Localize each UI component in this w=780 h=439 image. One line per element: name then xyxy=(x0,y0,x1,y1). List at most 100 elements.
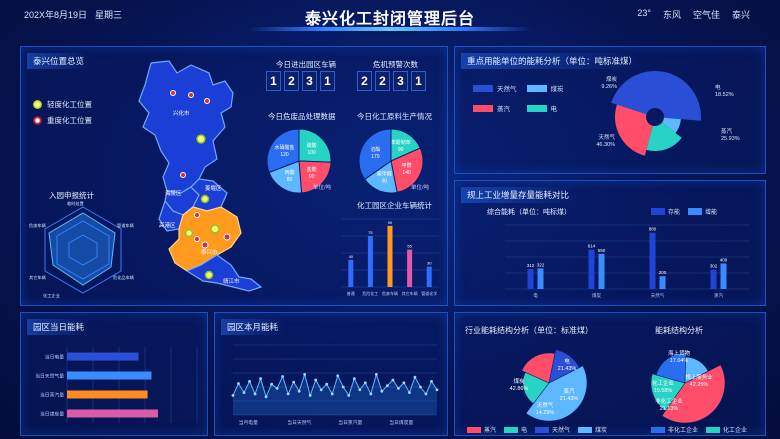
waste-slice-name-1: 盐酸 xyxy=(307,166,317,173)
industry-legend-incr[interactable]: 增能 xyxy=(688,207,717,216)
air-quality: 空气佳 xyxy=(692,10,720,20)
monthly-point-16 xyxy=(319,388,323,392)
material-pie-title: 今日化工原料生产情况 xyxy=(357,112,432,121)
monthly-point-23 xyxy=(358,388,362,392)
structL-label-pct-0: 42.86% xyxy=(510,386,529,392)
structure-right-title: 能耗结构分析 xyxy=(655,326,703,335)
energy-legend-power[interactable]: 电 xyxy=(526,103,564,113)
struct-legend-gas-label: 天然气 xyxy=(552,428,571,434)
map-legend: 轻度化工位置 重度化工位置 xyxy=(33,99,92,126)
structure-right-legend: 非化工企业 化工企业 xyxy=(651,425,747,434)
industry-bar-2-1 xyxy=(659,276,666,289)
vehicles-digit-2: 3 xyxy=(302,71,317,91)
structR-slice-3 xyxy=(684,356,709,384)
industry-bar-1-1 xyxy=(598,253,605,289)
struct-legend-nonchem[interactable]: 非化工企业 xyxy=(651,425,698,434)
structL-label-pct-2: 21.43% xyxy=(560,396,579,402)
monthly-point-10 xyxy=(286,392,290,396)
radar-title: 入园申报统计 xyxy=(49,191,94,200)
structR-label-pct-0: 17.04% xyxy=(670,358,689,364)
monthly-area xyxy=(233,374,437,415)
daily-cat-3: 当日煤炭量 xyxy=(40,411,64,418)
vehicle-cat-3: 其它车辆 xyxy=(402,290,418,296)
place-taixing: 泰兴市 xyxy=(201,248,218,256)
structure-left-legend: 蒸汽 电 天然气 煤炭 xyxy=(467,425,607,434)
industry-value-3-1: 400 xyxy=(720,257,728,262)
warnings-digit-1: 2 xyxy=(375,71,390,91)
monthly-point-8 xyxy=(275,387,279,390)
waste-slice-1 xyxy=(298,160,332,194)
structL-label-name-3: 天然气 xyxy=(537,401,554,409)
struct-legend-power[interactable]: 电 xyxy=(504,425,527,434)
struct-legend-power-label: 电 xyxy=(521,428,528,434)
energy-legend: 天然气 煤炭 蒸汽 电 xyxy=(473,83,564,113)
structL-slice-3 xyxy=(548,349,580,384)
energy-label-pct-0: 9.26% xyxy=(601,84,617,90)
structR-label-name-3: 非化工企业 xyxy=(655,397,683,405)
struct-legend-coal[interactable]: 煤炭 xyxy=(578,425,607,434)
monthly-point-2 xyxy=(242,391,246,394)
legend-light[interactable]: 轻度化工位置 xyxy=(33,99,92,110)
waste-slice-3 xyxy=(266,128,300,173)
vehicle-value-2: 90 xyxy=(388,220,393,225)
structR-slice-0 xyxy=(661,364,726,423)
region-jingjiang[interactable] xyxy=(185,254,263,292)
energy-label-pct-1: 18.52% xyxy=(715,92,734,98)
material-slice-value-3: 170 xyxy=(371,154,380,160)
structL-label-pct-1: 21.43% xyxy=(558,366,577,372)
radar-axis-3: 化工企业 xyxy=(43,292,60,299)
energy-label-name-1: 电 xyxy=(715,83,721,91)
region-xinghua[interactable] xyxy=(138,60,234,194)
energy-legend-steam-label: 蒸汽 xyxy=(497,106,510,113)
structL-label-pct-3: 14.29% xyxy=(536,410,555,416)
energy-label-pct-2: 25.93% xyxy=(721,136,740,142)
structL-slice-0 xyxy=(525,365,588,422)
monthly-point-4 xyxy=(253,392,257,396)
monthly-point-20 xyxy=(341,385,345,389)
place-jiangyan: 姜堰区 xyxy=(205,184,222,192)
industry-bar-1-0 xyxy=(588,249,595,289)
struct-legend-chem[interactable]: 化工企业 xyxy=(706,425,747,434)
waste-pie-title: 今日危废品处理数据 xyxy=(268,112,336,121)
energy-label-pct-3: 46.30% xyxy=(596,142,615,148)
industry-panel-title: 规上工业增量存量能耗对比 xyxy=(461,187,576,203)
energy-analysis-panel: 重点用能单位的能耗分析（单位：吨标准煤） 天然气 煤炭 蒸汽 电 煤炭 9.26%… xyxy=(454,46,766,174)
vehicle-bar-0 xyxy=(348,259,354,287)
legend-heavy[interactable]: 重度化工位置 xyxy=(33,115,92,126)
monthly-point-33 xyxy=(413,375,417,379)
vehicle-stats-chart: 40 普通 75 危险化工 90 危废车辆 55 其它车辆 30 管道化学 xyxy=(341,218,439,296)
struct-legend-chem-label: 化工企业 xyxy=(723,428,748,434)
temperature: 23° xyxy=(637,8,651,18)
vehicle-cat-4: 管道化学 xyxy=(421,290,437,296)
energy-legend-coal[interactable]: 煤炭 xyxy=(526,83,564,93)
industry-subtitle: 综合能耗（单位：吨标煤） xyxy=(487,209,571,216)
monthly-axis-1: 当日天然气 xyxy=(287,419,311,426)
park-monthly-panel: 园区本月能耗 当月电量 当日天然气 当日蒸汽量 当日煤炭量 xyxy=(214,312,448,436)
radar-axis-0: 临时处置 xyxy=(67,200,84,207)
vehicle-cat-2: 危废车辆 xyxy=(382,290,398,296)
monthly-point-3 xyxy=(248,380,251,383)
structure-panel: 行业能耗结构分析（单位：标准煤） 能耗结构分析 煤炭 42.86% 电 21.43% 蒸… xyxy=(454,312,766,436)
daily-cat-1: 当日天然气量 xyxy=(35,373,64,380)
struct-legend-gas[interactable]: 天然气 xyxy=(535,425,570,434)
light-markers xyxy=(184,134,220,280)
struct-legend-steam[interactable]: 蒸汽 xyxy=(467,425,496,434)
energy-slice-2 xyxy=(646,122,682,151)
heavy-markers xyxy=(170,90,231,249)
industry-bar-3-1 xyxy=(720,263,727,289)
industry-legend-stock[interactable]: 存能 xyxy=(651,207,680,216)
place-xinghua: 兴化市 xyxy=(173,109,190,117)
monthly-point-12 xyxy=(297,389,301,393)
park-daily-panel: 园区当日能耗 当日电量 当日天然气量 当日蒸汽量 当日煤炭量 xyxy=(20,312,208,436)
energy-legend-steam[interactable]: 蒸汽 xyxy=(473,103,517,113)
waste-slice-0 xyxy=(298,128,332,163)
monthly-point-18 xyxy=(330,392,334,396)
monthly-point-37 xyxy=(435,388,439,392)
vehicle-bar-4 xyxy=(426,266,432,287)
warnings-label: 危机预警次数 xyxy=(373,60,418,69)
vehicle-bar-1 xyxy=(367,236,373,287)
warnings-digit-2: 3 xyxy=(393,71,408,91)
energy-legend-gas[interactable]: 天然气 xyxy=(473,83,517,93)
